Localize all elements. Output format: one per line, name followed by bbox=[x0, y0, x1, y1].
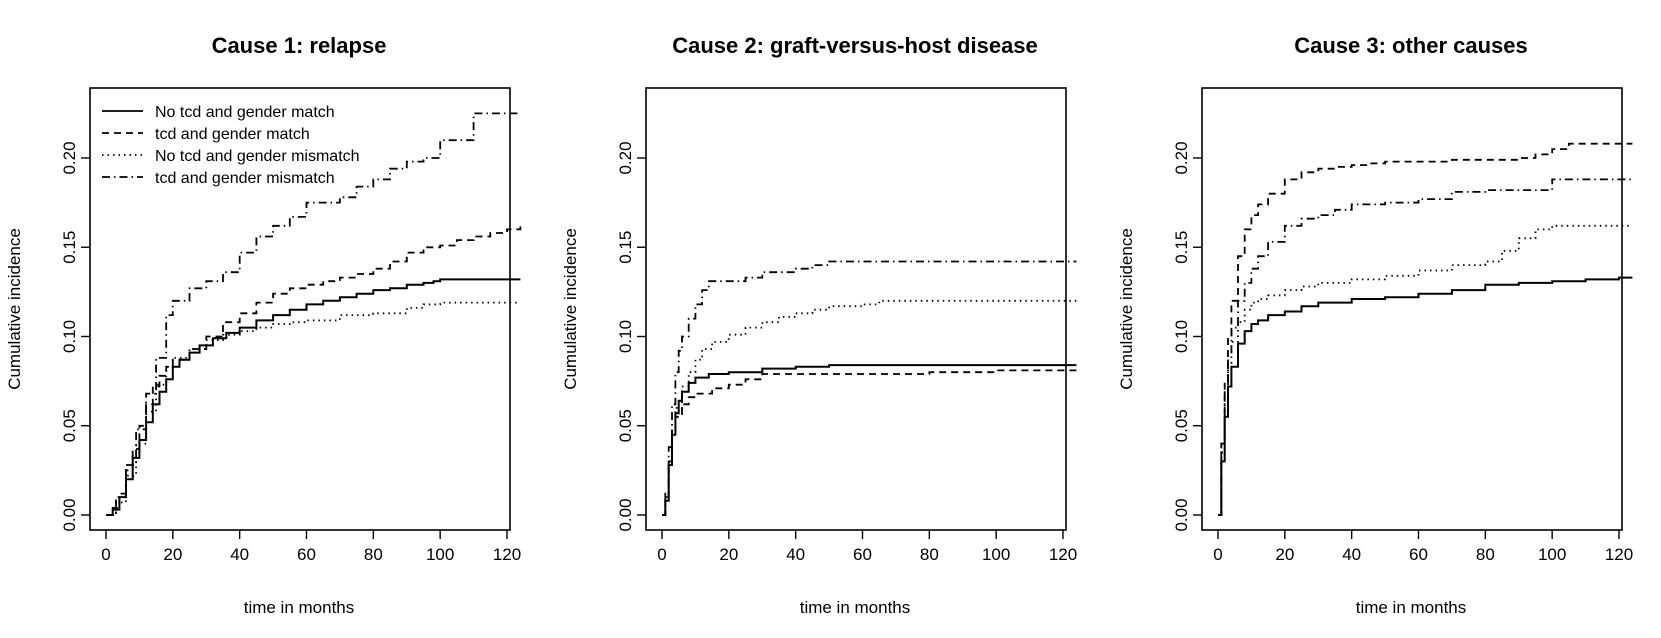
y-tick-label: 0.15 bbox=[1172, 231, 1191, 264]
panel-2-plot-box bbox=[645, 87, 1067, 531]
y-tick-label: 0.15 bbox=[60, 231, 79, 264]
x-tick-label: 80 bbox=[920, 545, 939, 564]
panel-1: Cause 1: relapse time in months Cumulati… bbox=[5, 33, 522, 617]
panel-3-yaxis: 0.00 0.05 0.10 0.15 0.20 bbox=[1172, 141, 1202, 532]
series-line-dashed bbox=[106, 224, 522, 516]
panel-1-series bbox=[106, 112, 522, 516]
panel-2-ylabel: Cumulative incidence bbox=[561, 228, 580, 390]
x-tick-label: 60 bbox=[1409, 545, 1428, 564]
series-line-dashdot bbox=[1218, 178, 1633, 516]
x-tick-label: 120 bbox=[1049, 545, 1077, 564]
x-tick-label: 20 bbox=[163, 545, 182, 564]
x-tick-label: 80 bbox=[364, 545, 383, 564]
x-tick-label: 0 bbox=[657, 545, 666, 564]
series-line-dashdot bbox=[106, 112, 521, 516]
x-tick-label: 60 bbox=[297, 545, 316, 564]
y-tick-label: 0.20 bbox=[1172, 141, 1191, 174]
x-tick-label: 120 bbox=[1605, 545, 1633, 564]
legend-label-1: No tcd and gender match bbox=[155, 104, 335, 121]
panel-2-xlabel: time in months bbox=[800, 598, 911, 617]
panel-1-yaxis: 0.00 0.05 0.10 0.15 0.20 bbox=[60, 141, 90, 532]
panel-1-xlabel: time in months bbox=[244, 598, 355, 617]
x-tick-label: 100 bbox=[982, 545, 1010, 564]
panel-2-xaxis: 0 20 40 60 80 100 120 bbox=[657, 530, 1077, 564]
panel-1-plot-box bbox=[89, 87, 511, 531]
panel-3-series bbox=[1218, 142, 1633, 516]
y-tick-label: 0.10 bbox=[616, 320, 635, 353]
panel-3-plot-box bbox=[1201, 87, 1623, 531]
panel-3-title: Cause 3: other causes bbox=[1294, 33, 1528, 58]
x-tick-label: 100 bbox=[426, 545, 454, 564]
y-tick-label: 0.00 bbox=[1172, 498, 1191, 531]
panel-1-ylabel: Cumulative incidence bbox=[5, 228, 24, 390]
panel-1-xaxis: 0 20 40 60 80 100 120 bbox=[101, 530, 521, 564]
series-line-dashdot bbox=[662, 260, 1077, 516]
x-tick-label: 40 bbox=[786, 545, 805, 564]
panel-2: Cause 2: graft-versus-host disease time … bbox=[561, 33, 1077, 617]
series-line-solid bbox=[662, 364, 1077, 516]
y-tick-label: 0.05 bbox=[616, 409, 635, 442]
x-tick-label: 60 bbox=[853, 545, 872, 564]
panel-3-xaxis: 0 20 40 60 80 100 120 bbox=[1213, 530, 1633, 564]
panel-2-series bbox=[662, 260, 1077, 516]
panel-2-title: Cause 2: graft-versus-host disease bbox=[672, 33, 1038, 58]
legend-label-2: tcd and gender match bbox=[155, 126, 310, 143]
x-tick-label: 80 bbox=[1476, 545, 1495, 564]
panel-3: Cause 3: other causes time in months Cum… bbox=[1117, 33, 1633, 617]
x-tick-label: 0 bbox=[101, 545, 110, 564]
y-tick-label: 0.10 bbox=[60, 320, 79, 353]
series-line-dashed bbox=[662, 369, 1077, 516]
x-tick-label: 20 bbox=[719, 545, 738, 564]
y-tick-label: 0.15 bbox=[616, 231, 635, 264]
x-tick-label: 40 bbox=[1342, 545, 1361, 564]
series-line-solid bbox=[1218, 276, 1633, 516]
legend-label-3: No tcd and gender mismatch bbox=[155, 148, 360, 165]
y-tick-label: 0.10 bbox=[1172, 320, 1191, 353]
x-tick-label: 0 bbox=[1213, 545, 1222, 564]
series-line-solid bbox=[106, 278, 521, 516]
legend-label-4: tcd and gender mismatch bbox=[155, 170, 335, 187]
y-tick-label: 0.05 bbox=[60, 409, 79, 442]
legend: No tcd and gender match tcd and gender m… bbox=[102, 104, 360, 187]
y-tick-label: 0.05 bbox=[1172, 409, 1191, 442]
series-line-dotted bbox=[106, 301, 521, 516]
panel-3-xlabel: time in months bbox=[1356, 598, 1467, 617]
series-line-dotted bbox=[662, 299, 1077, 516]
y-tick-label: 0.20 bbox=[616, 141, 635, 174]
y-tick-label: 0.00 bbox=[616, 498, 635, 531]
y-tick-label: 0.00 bbox=[60, 498, 79, 531]
x-tick-label: 120 bbox=[493, 545, 521, 564]
x-tick-label: 40 bbox=[230, 545, 249, 564]
y-tick-label: 0.20 bbox=[60, 141, 79, 174]
x-tick-label: 100 bbox=[1538, 545, 1566, 564]
panel-1-title: Cause 1: relapse bbox=[212, 33, 387, 58]
panel-3-ylabel: Cumulative incidence bbox=[1117, 228, 1136, 390]
panel-2-yaxis: 0.00 0.05 0.10 0.15 0.20 bbox=[616, 141, 646, 532]
x-tick-label: 20 bbox=[1275, 545, 1294, 564]
series-line-dashed bbox=[1218, 142, 1633, 516]
series-line-dotted bbox=[1218, 224, 1633, 516]
